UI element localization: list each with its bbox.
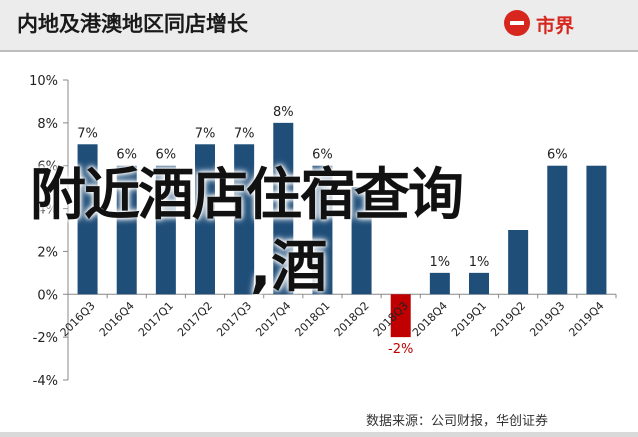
footer-divider (0, 432, 638, 437)
x-tick-label: 2016Q3 (58, 299, 98, 339)
data-label: 7% (77, 126, 98, 141)
bar (195, 144, 215, 295)
data-label: -2% (388, 342, 413, 357)
data-label: 8% (273, 105, 294, 120)
x-tick-label: 2017Q1 (136, 299, 176, 339)
data-label: 6% (312, 148, 333, 163)
y-tick-label: 10% (29, 74, 58, 89)
data-label: 6% (116, 148, 137, 163)
data-label: 1% (469, 255, 490, 270)
data-label: 6% (156, 148, 177, 163)
bar (547, 165, 568, 295)
y-tick-label: 8% (37, 117, 58, 132)
overlay-text-line2: ,酒 (250, 235, 328, 300)
bar (351, 187, 372, 295)
x-tick-label: 2018Q2 (332, 299, 372, 339)
data-label: 6% (547, 148, 568, 163)
y-tick-label: -2% (33, 331, 58, 346)
bar (77, 144, 98, 295)
x-tick-label: 2016Q4 (97, 299, 137, 339)
bar (116, 165, 137, 295)
x-tick-label: 2018Q1 (292, 299, 332, 339)
bar-chart: 10% 8% 6% 4% 2% 0% -2% -4% 2016Q3 7% 2016Q4 6% 2017Q… (29, 74, 617, 389)
bar (273, 122, 294, 295)
bar (469, 272, 489, 295)
brand-name: 市界 (536, 15, 575, 37)
bar (155, 165, 176, 295)
header-divider (0, 50, 638, 52)
x-tick-label: 2017Q2 (175, 299, 215, 339)
bar (390, 294, 411, 338)
data-label: 7% (195, 126, 216, 141)
bar (586, 165, 607, 295)
chart-title: 内地及港澳地区同店增长 (17, 12, 248, 36)
y-tick-label: 6% (37, 160, 58, 175)
y-tick-label: -4% (33, 374, 58, 389)
data-label: 7% (234, 126, 255, 141)
brand-logo-icon (504, 10, 530, 36)
x-tick-label: 2019Q1 (449, 299, 489, 339)
bar (429, 272, 450, 295)
y-tick-label: 2% (37, 245, 58, 260)
data-label: 1% (430, 255, 451, 270)
bar (234, 144, 255, 295)
data-source: 数据来源：公司财报，华创证券 (366, 414, 549, 429)
x-tick-label: 2017Q3 (214, 299, 254, 339)
x-tick-label: 2019Q4 (566, 299, 606, 339)
bar (312, 165, 333, 295)
overlay-text-line1: 附近酒店住宿查询 (30, 163, 464, 228)
x-tick-label: 2019Q2 (488, 299, 528, 339)
y-tick-label: 0% (37, 288, 58, 303)
y-tick-label: 4% (37, 203, 58, 218)
x-tick-label: 2017Q4 (253, 299, 293, 339)
chart-header: 内地及港澳地区同店增长 市界 (0, 0, 638, 50)
bar (508, 230, 529, 295)
brand-logo: 市界 (504, 10, 616, 40)
x-tick-label: 2018Q4 (410, 299, 450, 339)
x-tick-label: 2019Q3 (527, 299, 567, 339)
